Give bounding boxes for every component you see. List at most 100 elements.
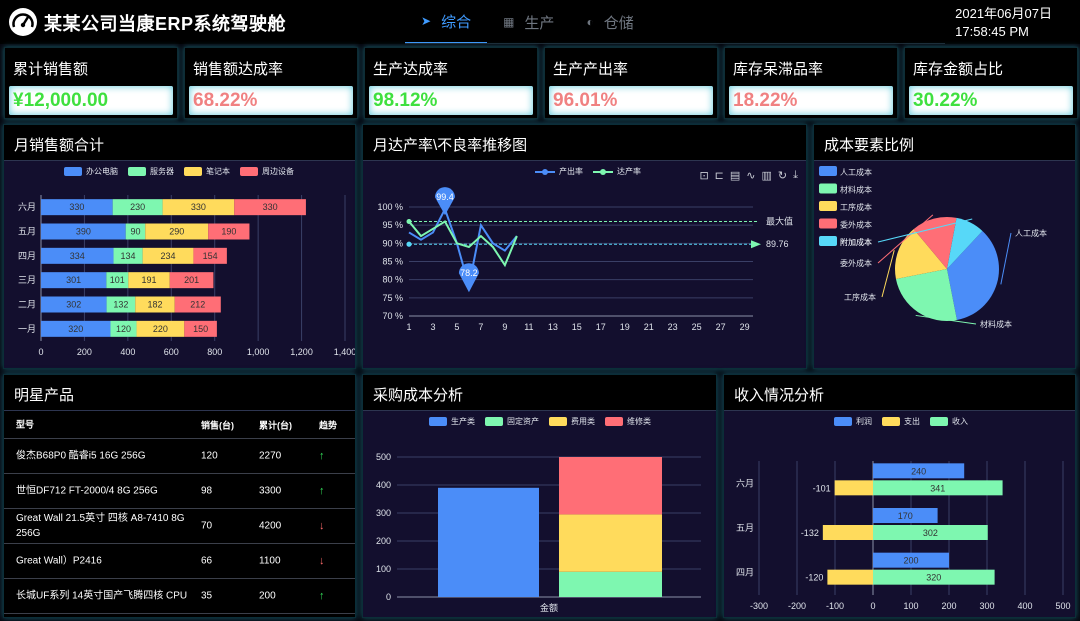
series-point[interactable] (406, 219, 412, 225)
bar-segment[interactable] (193, 247, 227, 264)
pie-slice[interactable] (913, 217, 957, 269)
bar[interactable] (834, 480, 873, 496)
legend-item[interactable]: 费用类 (549, 416, 595, 427)
nav-tab-0[interactable]: ➤ 综合 (405, 0, 488, 44)
legend-swatch (128, 167, 146, 176)
legend-item[interactable]: 服务器 (128, 166, 174, 177)
x-tick-label: 29 (740, 322, 750, 332)
legend-label[interactable]: 工序成本 (840, 202, 872, 212)
pie-slice[interactable] (895, 229, 947, 279)
legend-item[interactable]: 生产类 (429, 416, 475, 427)
zoom-icon[interactable]: ⊡ (699, 170, 709, 182)
series-line[interactable] (408, 220, 518, 268)
bar-segment[interactable] (112, 199, 163, 216)
bar-segment[interactable] (559, 571, 662, 597)
bar-segment[interactable] (41, 272, 107, 289)
legend-swatch[interactable] (819, 236, 837, 246)
legend-label[interactable]: 材料成本 (840, 185, 872, 195)
bar[interactable] (827, 569, 873, 585)
bar-segment[interactable] (110, 320, 137, 337)
bar[interactable] (873, 569, 995, 585)
column-header[interactable]: 型号 (16, 419, 35, 430)
pie-slice[interactable] (947, 217, 983, 269)
bar-segment[interactable] (125, 223, 146, 240)
legend-item[interactable]: 支出 (882, 416, 920, 427)
bar[interactable] (873, 463, 965, 479)
mark-point-pin[interactable] (458, 263, 479, 293)
legend-swatch[interactable] (819, 201, 837, 211)
table-row[interactable]: 世恒DF712 FT-2000/4 8G 256G 98 3300 ↑ (4, 474, 355, 509)
bar-segment[interactable] (41, 296, 107, 313)
legend-label[interactable]: 委外成本 (840, 220, 872, 230)
legend-item[interactable]: 产出率 (535, 166, 583, 177)
table-row[interactable]: Great Wall）P2416 66 1100 ↓ (4, 544, 355, 579)
bar[interactable] (873, 480, 1003, 496)
pie-slice[interactable] (947, 230, 999, 321)
product-sales: 35 (201, 590, 213, 602)
bar-segment[interactable] (208, 223, 250, 240)
legend-label[interactable]: 人工成本 (840, 167, 872, 177)
bar-segment[interactable] (559, 457, 662, 515)
mark-point-pin[interactable] (434, 187, 455, 216)
bar-segment[interactable] (142, 247, 194, 264)
series-point[interactable] (406, 241, 412, 247)
bar-type-icon[interactable]: ▥ (761, 170, 772, 182)
bar[interactable] (873, 525, 988, 540)
bar[interactable] (873, 508, 938, 523)
column-header[interactable]: 趋势 (319, 420, 338, 431)
bar-segment[interactable] (136, 320, 185, 337)
legend-item[interactable]: 笔记本 (184, 166, 230, 177)
zoom-reset-icon[interactable]: ⊏ (714, 170, 724, 182)
bar[interactable] (822, 525, 873, 540)
bar-segment[interactable] (169, 272, 214, 289)
bar-segment[interactable] (162, 199, 235, 216)
table-row[interactable]: 俊杰B68P0 酷睿i5 16G 256G 120 2270 ↑ (4, 439, 355, 474)
legend-item[interactable]: 达产率 (593, 166, 641, 177)
bar-segment[interactable] (128, 272, 170, 289)
bar-segment[interactable] (559, 514, 662, 572)
pie-slice[interactable] (895, 269, 957, 321)
chart-legend[interactable]: 利润 支出 收入 (834, 416, 968, 427)
table-row[interactable]: 长城UF系列 14英寸国产飞腾四核 CPU 35 200 ↑ (4, 579, 355, 614)
bar-segment[interactable] (113, 247, 143, 264)
bar-segment[interactable] (184, 320, 217, 337)
line-type-icon[interactable]: ∿ (746, 170, 756, 182)
bar-segment[interactable] (135, 296, 175, 313)
column-header[interactable]: 销售(台) (201, 420, 234, 431)
nav-tab-1[interactable]: ▦ 生产 (487, 0, 570, 44)
bar[interactable] (438, 487, 539, 597)
bar-segment[interactable] (234, 199, 306, 216)
legend-swatch[interactable] (819, 183, 837, 194)
bar-segment[interactable] (41, 320, 111, 337)
kpi-card: 销售额达成率 68.22% (184, 47, 358, 119)
bar-segment[interactable] (145, 223, 209, 240)
nav-tab-2[interactable]: ◐ 仓储 (570, 0, 649, 44)
bar-segment[interactable] (41, 199, 113, 216)
legend-item[interactable]: 周边设备 (240, 166, 294, 177)
legend-item[interactable]: 办公电脑 (64, 166, 118, 177)
legend-item[interactable]: 维修类 (605, 416, 651, 427)
table-row[interactable]: Great Wall 21.5英寸 四核 A8-7410 8G 256G 70 42… (4, 509, 355, 544)
legend-item[interactable]: 利润 (834, 416, 872, 427)
column-header[interactable]: 累计(台) (259, 420, 292, 431)
refresh-icon[interactable]: ↻ (777, 170, 788, 182)
data-view-icon[interactable]: ▤ (729, 170, 741, 182)
chart-legend[interactable]: 办公电脑 服务器 笔记本 周边设备 (64, 166, 294, 177)
bar[interactable] (873, 552, 949, 568)
bar-segment[interactable] (106, 296, 136, 313)
legend-swatch[interactable] (819, 166, 837, 176)
chart-legend[interactable]: 产出率 达产率 (535, 166, 641, 177)
y-tick-label: 75 % (382, 293, 403, 303)
legend-item[interactable]: 固定资产 (485, 416, 539, 427)
bar-segment[interactable] (106, 272, 129, 289)
chart-legend[interactable]: 生产类 固定资产 费用类 维修类 (429, 416, 651, 427)
bar-segment[interactable] (41, 247, 114, 264)
legend-label[interactable]: 附加成本 (840, 237, 872, 247)
series-line[interactable] (408, 206, 518, 287)
bar-segment[interactable] (41, 223, 126, 240)
legend-item[interactable]: 收入 (930, 416, 968, 427)
legend-swatch[interactable] (819, 218, 837, 229)
download-icon[interactable]: ⤓ (793, 169, 798, 181)
legend-label: 维修类 (627, 417, 651, 426)
bar-segment[interactable] (174, 296, 221, 313)
